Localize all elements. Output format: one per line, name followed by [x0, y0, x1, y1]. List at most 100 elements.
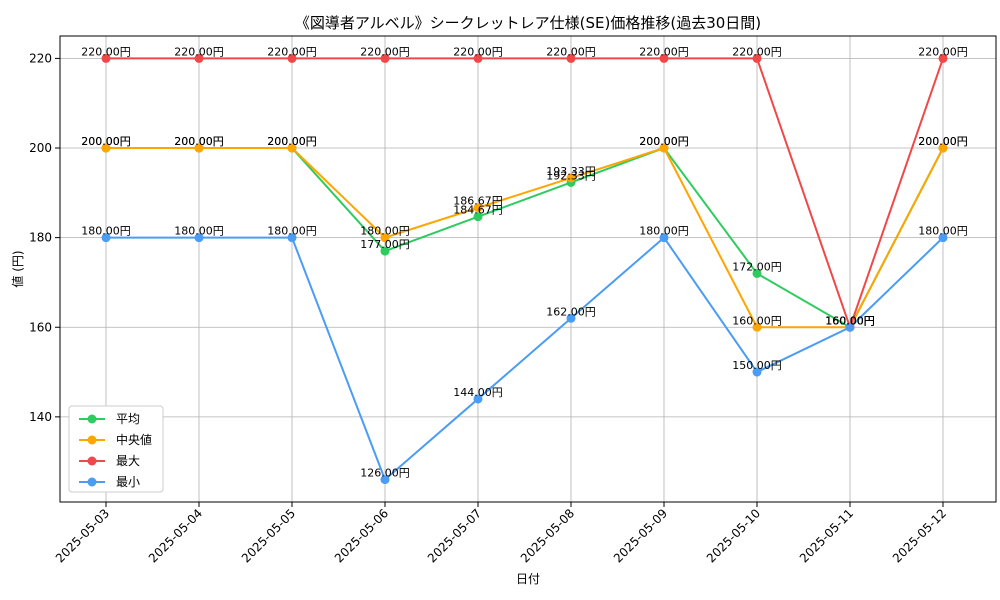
data-label: 144.00円 — [453, 386, 503, 399]
data-label: 160.00円 — [825, 314, 875, 327]
data-point — [752, 322, 762, 332]
data-label: 180.00円 — [918, 225, 968, 238]
legend-label: 平均 — [116, 412, 140, 426]
y-tick-label: 200 — [29, 141, 52, 155]
data-label: 192.33円 — [546, 169, 596, 182]
data-label: 220.00円 — [546, 45, 596, 58]
data-label: 180.00円 — [81, 225, 131, 238]
data-label: 160.00円 — [825, 314, 875, 327]
data-label: 184.67円 — [453, 204, 503, 217]
data-label: 220.00円 — [732, 45, 782, 58]
data-label: 180.00円 — [639, 225, 689, 238]
data-point — [752, 53, 762, 63]
data-point — [752, 268, 762, 278]
legend-item: 平均 — [79, 412, 140, 426]
data-label: 200.00円 — [81, 135, 131, 148]
data-point — [566, 313, 576, 323]
legend-item: 最大 — [79, 454, 140, 468]
data-labels: 200.00円 200.00円 200.00円 177.00円 184.67円 192.3… — [81, 45, 968, 479]
data-point — [380, 233, 390, 243]
data-label: 200.00円 — [918, 135, 968, 148]
series-line — [106, 236, 944, 482]
data-point — [101, 143, 111, 153]
data-label: 200.00円 — [174, 135, 224, 148]
data-label: 180.00円 — [174, 225, 224, 238]
data-label: 177.00円 — [360, 238, 410, 251]
data-point — [845, 322, 855, 332]
data-label: 220.00円 — [360, 45, 410, 58]
data-label: 200.00円 — [81, 135, 131, 148]
data-label: 193.33円 — [546, 165, 596, 178]
legend-swatch-marker — [87, 414, 97, 424]
data-point — [380, 475, 390, 485]
data-point — [380, 53, 390, 63]
data-label: 160.00円 — [732, 314, 782, 327]
data-label: 172.00円 — [732, 260, 782, 273]
data-point — [473, 53, 483, 63]
data-label: 180.00円 — [360, 225, 410, 238]
legend-swatch-marker — [87, 456, 97, 466]
data-point — [752, 367, 762, 377]
data-label: 160.00円 — [825, 314, 875, 327]
data-label: 126.00円 — [360, 467, 410, 480]
plot-frame — [59, 35, 997, 503]
legend-label: 最大 — [116, 454, 140, 468]
data-label: 200.00円 — [639, 135, 689, 148]
data-label: 220.00円 — [453, 45, 503, 58]
legend-label: 中央値 — [116, 432, 152, 447]
y-tick-label: 160 — [29, 320, 52, 334]
data-label: 220.00円 — [174, 45, 224, 58]
legend-swatch-marker — [87, 477, 97, 487]
data-label: 160.00円 — [825, 314, 875, 327]
data-point — [938, 143, 948, 153]
data-label: 200.00円 — [918, 135, 968, 148]
data-point — [287, 53, 297, 63]
data-point — [938, 233, 948, 243]
series-lines — [101, 53, 948, 485]
data-point — [101, 233, 111, 243]
chart-title: 《図導者アルベル》シークレットレア仕様(SE)価格推移(過去30日間) — [295, 14, 761, 32]
data-label: 180.00円 — [267, 225, 317, 238]
data-point — [194, 53, 204, 63]
y-axis-label: 値 (円) — [10, 250, 25, 287]
data-point — [659, 53, 669, 63]
data-label: 200.00円 — [267, 135, 317, 148]
data-point — [194, 143, 204, 153]
y-tick-label: 180 — [29, 231, 52, 245]
legend-label: 最小 — [116, 475, 140, 489]
data-label: 200.00円 — [639, 135, 689, 148]
data-point — [194, 233, 204, 243]
data-point — [287, 143, 297, 153]
data-point — [566, 53, 576, 63]
y-tick-label: 220 — [29, 51, 52, 65]
data-point — [473, 212, 483, 222]
series-line — [106, 57, 944, 331]
data-label: 162.00円 — [546, 305, 596, 318]
data-point — [473, 394, 483, 404]
data-label: 220.00円 — [81, 45, 131, 58]
data-point — [566, 173, 576, 183]
data-label: 220.00円 — [267, 45, 317, 58]
legend-item: 最小 — [79, 475, 140, 489]
data-point — [659, 233, 669, 243]
data-point — [659, 143, 669, 153]
data-point — [101, 53, 111, 63]
data-label: 200.00円 — [267, 135, 317, 148]
data-point — [380, 246, 390, 256]
data-label: 220.00円 — [639, 45, 689, 58]
legend-box — [68, 405, 164, 493]
data-point — [473, 203, 483, 213]
y-tick-label: 140 — [29, 410, 52, 424]
data-label: 186.67円 — [453, 195, 503, 208]
legend-item: 中央値 — [79, 432, 152, 447]
series-3 — [101, 233, 948, 485]
data-point — [287, 233, 297, 243]
legend-swatch-marker — [87, 435, 97, 445]
data-label: 200.00円 — [174, 135, 224, 148]
data-point — [938, 53, 948, 63]
data-label: 220.00円 — [918, 45, 968, 58]
